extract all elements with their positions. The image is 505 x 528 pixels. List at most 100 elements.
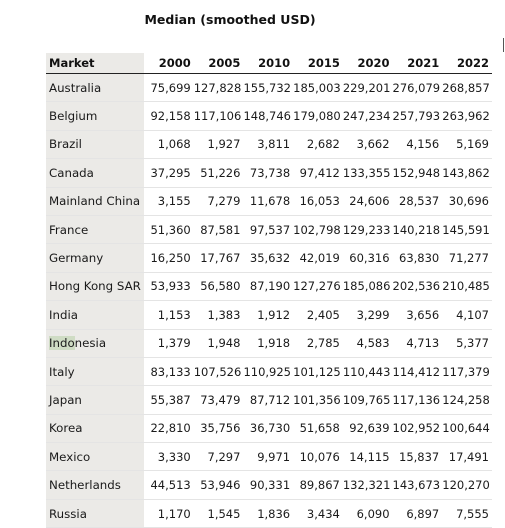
value-cell[interactable]: 14,115 xyxy=(342,442,393,472)
column-header-2021[interactable]: 2021 xyxy=(392,53,443,74)
value-cell[interactable]: 1,379 xyxy=(144,329,194,358)
value-cell[interactable]: 4,583 xyxy=(342,329,393,358)
market-cell[interactable]: Russia xyxy=(46,499,145,528)
value-cell[interactable]: 3,656 xyxy=(392,300,443,330)
value-cell[interactable]: 22,810 xyxy=(144,414,194,444)
value-cell[interactable]: 87,190 xyxy=(243,272,294,302)
value-cell[interactable]: 16,250 xyxy=(144,243,194,273)
value-cell[interactable]: 17,767 xyxy=(193,243,244,273)
value-cell[interactable]: 132,321 xyxy=(342,470,393,500)
value-cell[interactable]: 102,798 xyxy=(293,215,343,245)
value-cell[interactable]: 56,580 xyxy=(193,272,244,302)
value-cell[interactable]: 110,925 xyxy=(243,357,294,387)
value-cell[interactable]: 3,155 xyxy=(144,187,194,216)
value-cell[interactable]: 247,234 xyxy=(342,101,393,131)
value-cell[interactable]: 120,270 xyxy=(442,470,492,500)
value-cell[interactable]: 97,412 xyxy=(293,158,343,188)
value-cell[interactable]: 7,297 xyxy=(193,442,244,472)
market-cell[interactable]: Belgium xyxy=(46,101,145,131)
value-cell[interactable]: 102,952 xyxy=(392,414,443,444)
value-cell[interactable]: 3,662 xyxy=(342,130,393,160)
value-cell[interactable]: 75,699 xyxy=(144,73,194,103)
value-cell[interactable]: 51,360 xyxy=(144,215,194,245)
market-cell[interactable]: France xyxy=(46,215,145,245)
market-cell[interactable]: Italy xyxy=(46,357,145,387)
value-cell[interactable]: 185,003 xyxy=(293,73,343,103)
value-cell[interactable]: 3,330 xyxy=(144,442,194,472)
value-cell[interactable]: 1,912 xyxy=(243,300,294,330)
value-cell[interactable]: 87,712 xyxy=(243,385,294,415)
value-cell[interactable]: 143,862 xyxy=(442,158,492,188)
value-cell[interactable]: 5,377 xyxy=(442,329,492,358)
value-cell[interactable]: 83,133 xyxy=(144,357,194,387)
value-cell[interactable]: 92,158 xyxy=(144,101,194,131)
value-cell[interactable]: 101,125 xyxy=(293,357,343,387)
value-cell[interactable]: 185,086 xyxy=(342,272,393,302)
value-cell[interactable]: 143,673 xyxy=(392,470,443,500)
value-cell[interactable]: 129,233 xyxy=(342,215,393,245)
value-cell[interactable]: 179,080 xyxy=(293,101,343,131)
market-cell[interactable]: Hong Kong SAR xyxy=(46,272,145,302)
value-cell[interactable]: 127,828 xyxy=(193,73,244,103)
value-cell[interactable]: 55,387 xyxy=(144,385,194,415)
market-cell[interactable]: Japan xyxy=(46,385,145,415)
value-cell[interactable]: 3,299 xyxy=(342,300,393,330)
value-cell[interactable]: 276,079 xyxy=(392,73,443,103)
market-cell[interactable]: Canada xyxy=(46,158,145,188)
market-cell[interactable]: Netherlands xyxy=(46,470,145,500)
market-cell[interactable]: Germany xyxy=(46,243,145,273)
value-cell[interactable]: 7,555 xyxy=(442,499,492,528)
value-cell[interactable]: 4,713 xyxy=(392,329,443,358)
value-cell[interactable]: 101,356 xyxy=(293,385,343,415)
value-cell[interactable]: 2,405 xyxy=(293,300,343,330)
market-cell[interactable]: India xyxy=(46,300,145,330)
value-cell[interactable]: 4,107 xyxy=(442,300,492,330)
market-cell[interactable]: Korea xyxy=(46,414,145,444)
column-header-2015[interactable]: 2015 xyxy=(293,53,343,74)
value-cell[interactable]: 155,732 xyxy=(243,73,294,103)
value-cell[interactable]: 1,153 xyxy=(144,300,194,330)
value-cell[interactable]: 16,053 xyxy=(293,187,343,216)
value-cell[interactable]: 145,591 xyxy=(442,215,492,245)
column-header-market[interactable]: Market xyxy=(46,53,145,74)
value-cell[interactable]: 90,331 xyxy=(243,470,294,500)
value-cell[interactable]: 3,434 xyxy=(293,499,343,528)
value-cell[interactable]: 127,276 xyxy=(293,272,343,302)
value-cell[interactable]: 107,526 xyxy=(193,357,244,387)
value-cell[interactable]: 97,537 xyxy=(243,215,294,245)
value-cell[interactable]: 263,962 xyxy=(442,101,492,131)
value-cell[interactable]: 257,793 xyxy=(392,101,443,131)
value-cell[interactable]: 35,756 xyxy=(193,414,244,444)
value-cell[interactable]: 1,918 xyxy=(243,329,294,358)
value-cell[interactable]: 5,169 xyxy=(442,130,492,160)
market-cell[interactable]: Brazil xyxy=(46,130,145,160)
value-cell[interactable]: 89,867 xyxy=(293,470,343,500)
value-cell[interactable]: 1,545 xyxy=(193,499,244,528)
value-cell[interactable]: 124,258 xyxy=(442,385,492,415)
value-cell[interactable]: 2,682 xyxy=(293,130,343,160)
value-cell[interactable]: 73,738 xyxy=(243,158,294,188)
value-cell[interactable]: 148,746 xyxy=(243,101,294,131)
column-header-2020[interactable]: 2020 xyxy=(342,53,393,74)
value-cell[interactable]: 202,536 xyxy=(392,272,443,302)
value-cell[interactable]: 42,019 xyxy=(293,243,343,273)
value-cell[interactable]: 6,090 xyxy=(342,499,393,528)
market-cell[interactable]: Australia xyxy=(46,73,145,103)
column-header-2005[interactable]: 2005 xyxy=(193,53,244,74)
value-cell[interactable]: 87,581 xyxy=(193,215,244,245)
value-cell[interactable]: 51,658 xyxy=(293,414,343,444)
value-cell[interactable]: 117,379 xyxy=(442,357,492,387)
value-cell[interactable]: 3,811 xyxy=(243,130,294,160)
value-cell[interactable]: 117,106 xyxy=(193,101,244,131)
market-cell[interactable]: Mexico xyxy=(46,442,145,472)
value-cell[interactable]: 28,537 xyxy=(392,187,443,216)
value-cell[interactable]: 1,068 xyxy=(144,130,194,160)
value-cell[interactable]: 53,933 xyxy=(144,272,194,302)
value-cell[interactable]: 1,170 xyxy=(144,499,194,528)
value-cell[interactable]: 114,412 xyxy=(392,357,443,387)
value-cell[interactable]: 210,485 xyxy=(442,272,492,302)
value-cell[interactable]: 268,857 xyxy=(442,73,492,103)
value-cell[interactable]: 71,277 xyxy=(442,243,492,273)
column-header-2000[interactable]: 2000 xyxy=(144,53,194,74)
value-cell[interactable]: 36,730 xyxy=(243,414,294,444)
